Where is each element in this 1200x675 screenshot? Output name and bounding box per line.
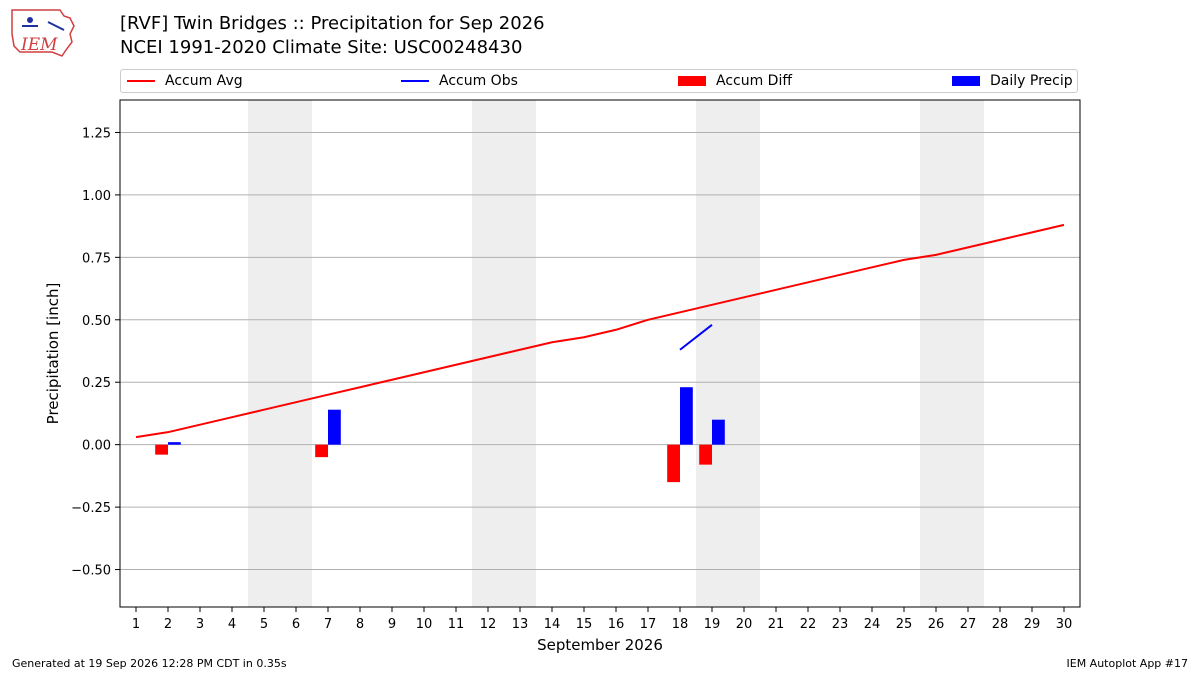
accum-diff-bar bbox=[699, 444, 712, 465]
x-tick-label: 12 bbox=[480, 617, 497, 632]
x-tick-label: 17 bbox=[640, 617, 657, 632]
x-tick-label: 27 bbox=[960, 617, 977, 632]
daily-precip-bar bbox=[680, 387, 693, 445]
y-tick-label: 1.25 bbox=[82, 126, 111, 141]
legend-label-accum-diff: Accum Diff bbox=[716, 73, 793, 89]
weekend-band bbox=[920, 100, 984, 607]
legend: Accum Avg Accum Obs Accum Diff Daily Pre… bbox=[120, 69, 1078, 93]
x-tick-label: 23 bbox=[832, 617, 849, 632]
x-tick-label: 20 bbox=[736, 617, 753, 632]
y-tick-label: −0.25 bbox=[71, 501, 111, 516]
footer-app-text: IEM Autoplot App #17 bbox=[1066, 657, 1189, 670]
legend-label-accum-obs: Accum Obs bbox=[439, 73, 518, 89]
x-tick-label: 10 bbox=[416, 617, 433, 632]
accum-avg-line bbox=[135, 223, 1065, 439]
x-tick-label: 22 bbox=[800, 617, 817, 632]
daily-precip-bar bbox=[712, 419, 725, 445]
weekend-band bbox=[248, 100, 312, 607]
x-tick-label: 6 bbox=[292, 617, 300, 632]
plot-frame bbox=[119, 99, 1081, 608]
x-tick-label: 2 bbox=[164, 617, 172, 632]
y-tick-label: 0.00 bbox=[82, 439, 111, 454]
legend-swatch-accum-diff bbox=[678, 76, 706, 86]
x-tick-label: 29 bbox=[1024, 617, 1041, 632]
legend-swatch-daily-precip bbox=[952, 76, 980, 86]
x-tick-label: 19 bbox=[704, 617, 721, 632]
x-tick-label: 18 bbox=[672, 617, 689, 632]
y-tick-label: 0.50 bbox=[82, 314, 111, 329]
x-tick-label: 26 bbox=[928, 617, 945, 632]
x-tick-label: 25 bbox=[896, 617, 913, 632]
x-tick-label: 15 bbox=[576, 617, 593, 632]
y-axis-label: Precipitation [inch] bbox=[44, 283, 62, 425]
x-tick-label: 28 bbox=[992, 617, 1009, 632]
logo-text: IEM bbox=[20, 35, 58, 55]
x-tick-label: 5 bbox=[260, 617, 268, 632]
x-tick-label: 3 bbox=[196, 617, 204, 632]
x-tick-label: 16 bbox=[608, 617, 625, 632]
y-tick-label: 0.75 bbox=[82, 251, 111, 266]
y-tick-label: −0.50 bbox=[71, 564, 111, 579]
x-tick-label: 14 bbox=[544, 617, 561, 632]
y-tick-label: 0.25 bbox=[82, 376, 111, 391]
x-tick-label: 30 bbox=[1056, 617, 1073, 632]
daily-precip-bar bbox=[168, 442, 181, 445]
legend-swatch-accum-avg bbox=[127, 80, 155, 82]
x-tick-label: 7 bbox=[324, 617, 332, 632]
x-tick-label: 24 bbox=[864, 617, 881, 632]
x-tick-label: 11 bbox=[448, 617, 465, 632]
accum-obs-line bbox=[679, 323, 713, 351]
chart-title: [RVF] Twin Bridges :: Precipitation for … bbox=[120, 13, 545, 34]
legend-item-daily-precip: Daily Precip bbox=[952, 70, 1073, 92]
y-tick-label: 1.00 bbox=[82, 189, 111, 204]
x-tick-label: 1 bbox=[132, 617, 140, 632]
chart-subtitle: NCEI 1991-2020 Climate Site: USC00248430 bbox=[120, 37, 523, 58]
legend-label-accum-avg: Accum Avg bbox=[165, 73, 243, 89]
x-tick-label: 4 bbox=[228, 617, 236, 632]
x-tick-label: 8 bbox=[356, 617, 364, 632]
legend-item-accum-obs: Accum Obs bbox=[401, 70, 518, 92]
accum-diff-bar bbox=[315, 444, 328, 458]
x-axis-label: September 2026 bbox=[537, 636, 663, 654]
footer-generated-text: Generated at 19 Sep 2026 12:28 PM CDT in… bbox=[12, 657, 287, 670]
x-tick-label: 21 bbox=[768, 617, 785, 632]
accum-diff-bar bbox=[667, 444, 680, 483]
legend-swatch-accum-obs bbox=[401, 80, 429, 82]
weekend-band bbox=[696, 100, 760, 607]
x-tick-label: 9 bbox=[388, 617, 396, 632]
legend-item-accum-avg: Accum Avg bbox=[127, 70, 243, 92]
legend-label-daily-precip: Daily Precip bbox=[990, 73, 1073, 89]
accum-diff-bar bbox=[155, 444, 168, 455]
daily-precip-bar bbox=[328, 409, 341, 445]
legend-item-accum-diff: Accum Diff bbox=[678, 70, 792, 92]
x-tick-label: 13 bbox=[512, 617, 529, 632]
iem-logo: IEM bbox=[11, 9, 75, 57]
